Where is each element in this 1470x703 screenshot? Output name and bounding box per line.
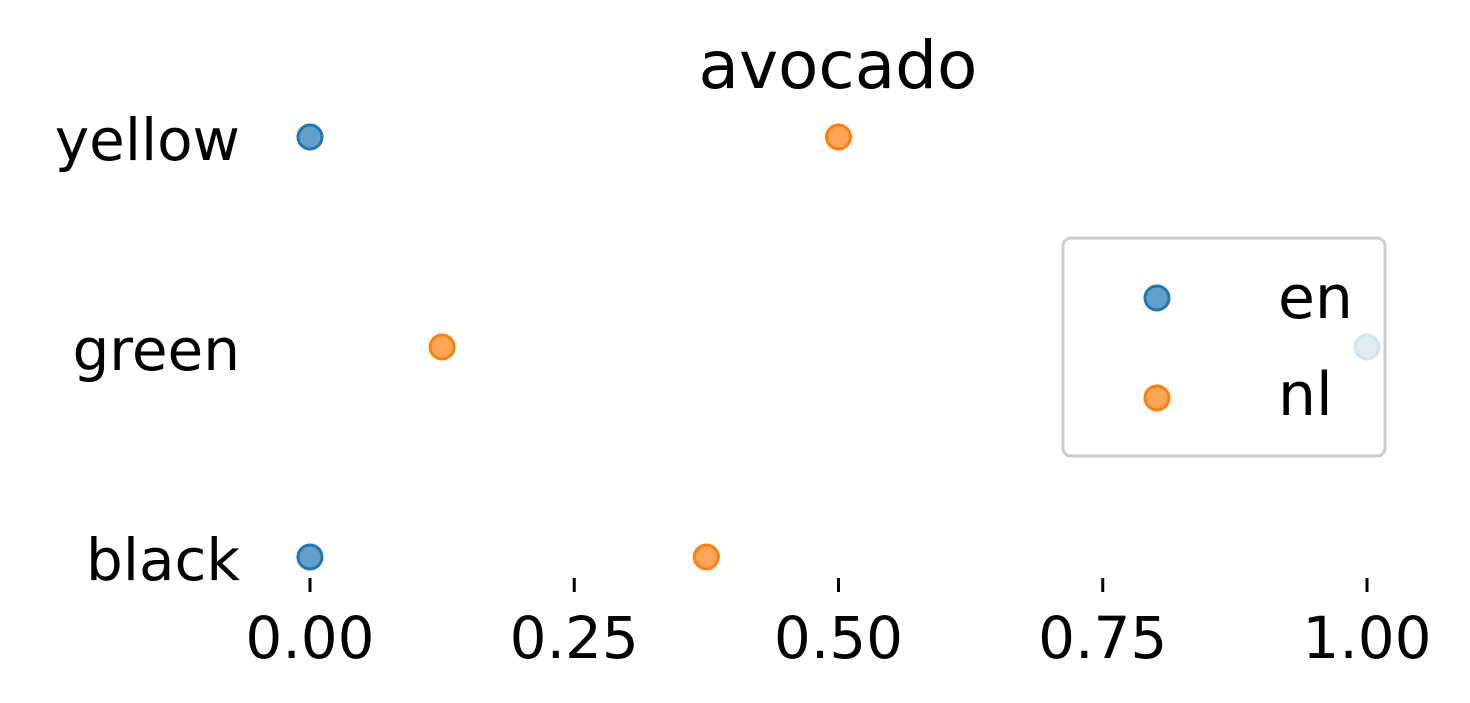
y-tick-label: black bbox=[86, 526, 240, 594]
y-tick-label: yellow bbox=[55, 106, 240, 174]
chart-title: avocado bbox=[699, 27, 978, 104]
legend-marker-nl bbox=[1143, 384, 1171, 412]
legend-frame bbox=[1061, 236, 1387, 458]
x-tick-label: 0.50 bbox=[774, 604, 903, 672]
legend-marker-en bbox=[1143, 284, 1171, 312]
data-point-en-yellow bbox=[296, 123, 324, 151]
x-tick-label: 0.25 bbox=[510, 604, 639, 672]
x-axis: 0.00 0.25 0.50 0.75 1.00 bbox=[245, 578, 1432, 672]
x-tick-label: 0.75 bbox=[1038, 604, 1167, 672]
legend-label-en: en bbox=[1278, 263, 1353, 333]
data-points bbox=[296, 123, 1381, 571]
x-tick-label: 0.00 bbox=[245, 604, 374, 672]
legend: en nl bbox=[1061, 236, 1387, 458]
data-point-nl-yellow bbox=[825, 123, 852, 151]
y-tick-label: green bbox=[72, 316, 240, 384]
data-point-nl-black bbox=[692, 543, 720, 571]
y-axis: yellow green black bbox=[55, 106, 241, 594]
data-point-nl-green bbox=[428, 333, 456, 361]
data-point-en-black bbox=[296, 543, 324, 571]
x-tick-label: 1.00 bbox=[1302, 604, 1431, 672]
legend-label-nl: nl bbox=[1278, 360, 1333, 430]
